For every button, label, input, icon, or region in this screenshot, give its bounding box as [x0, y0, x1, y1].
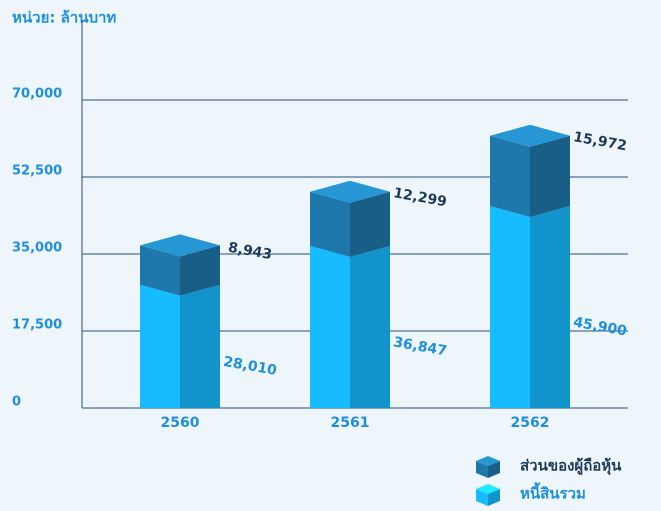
bar-face-left	[140, 284, 180, 408]
bar-face-left	[310, 245, 350, 408]
legend-face-top	[476, 484, 500, 494]
bar-face-right	[350, 191, 390, 257]
y-tick-label: 0	[12, 395, 21, 410]
legend-face-right	[488, 489, 500, 506]
bar-face-right	[180, 245, 220, 296]
bar-segment	[490, 124, 570, 218]
bar-face-right	[530, 206, 570, 408]
legend-face-left	[476, 461, 488, 478]
legend-face-left	[476, 489, 488, 506]
legend-label: หนี้สินรวม	[520, 482, 586, 503]
bar-face-right	[180, 284, 220, 408]
bar-face-left	[490, 206, 530, 408]
legend-face-top	[476, 456, 500, 466]
bar-face-right	[530, 135, 570, 218]
bar-face-left	[490, 135, 530, 218]
legend-face-right	[488, 461, 500, 478]
y-tick-label: 35,000	[12, 241, 62, 256]
legend-icon	[476, 484, 500, 506]
bar-segment	[310, 245, 390, 408]
y-tick-label: 52,500	[12, 164, 62, 179]
bar-segment	[140, 234, 220, 296]
bar-face-top	[310, 180, 390, 203]
bar-segment	[310, 180, 390, 257]
bar-face-right	[350, 245, 390, 408]
legend-icon	[476, 456, 500, 478]
bar-segment	[490, 206, 570, 408]
data-label: 8,943	[227, 240, 273, 263]
bar-segment	[140, 284, 220, 408]
bar-face-top	[140, 234, 220, 257]
unit-label: หน่วย: ล้านบาท	[12, 9, 116, 27]
y-tick-label: 17,500	[12, 318, 62, 333]
x-tick-label: 2560	[161, 415, 200, 431]
x-tick-label: 2562	[511, 415, 550, 431]
y-tick-label: 70,000	[12, 87, 62, 102]
bar-face-left	[310, 191, 350, 257]
bar-face-left	[140, 245, 180, 296]
bar-face-top	[490, 124, 570, 147]
legend-label: ส่วนของผู้ถือหุ้น	[520, 457, 622, 476]
x-tick-label: 2561	[331, 415, 370, 431]
